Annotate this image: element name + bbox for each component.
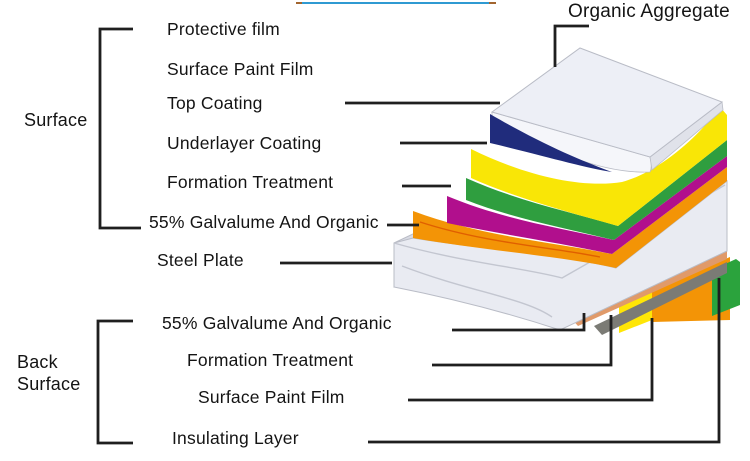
layer-galvalume-band: [413, 167, 727, 268]
layer-back-formation-strip: [594, 262, 727, 335]
layer-protective-film-top: [490, 47, 724, 158]
steel-plate-front-crease: [401, 265, 553, 318]
label-top-coating: Top Coating: [167, 93, 263, 113]
label-galvalume: 55% Galvalume And Organic: [149, 212, 379, 232]
label-formation-treatment: Formation Treatment: [167, 172, 334, 192]
label-insulating-layer: Insulating Layer: [172, 428, 299, 448]
callout-insulating-layer: [368, 278, 721, 444]
steel-plate-top-crease: [393, 184, 726, 279]
callout-back-galvalume: [452, 313, 586, 332]
layer-underlayer-coating-band: [466, 140, 727, 240]
surface-group-label: Surface: [24, 110, 88, 130]
label-back-formation-treatment: Formation Treatment: [187, 350, 354, 370]
label-back-surface-paint-film: Surface Paint Film: [198, 387, 345, 407]
galvalume-crease: [419, 221, 601, 258]
label-back-galvalume: 55% Galvalume And Organic: [162, 313, 392, 333]
label-steel-plate: Steel Plate: [157, 250, 244, 270]
label-surface-paint-film: Surface Paint Film: [167, 59, 314, 79]
organic-aggregate-bracket: [553, 24, 589, 67]
layer-surface-paint-film-band: [490, 114, 612, 172]
label-organic-aggregate: Organic Aggregate: [568, 1, 730, 22]
back-surface-group-label: Back Surface: [17, 352, 81, 394]
surface-group-bracket: [98, 27, 141, 230]
layer-top-coating-band: [471, 107, 727, 226]
back-surface-group-bracket: [96, 319, 133, 445]
callout-back-formation: [432, 315, 613, 367]
label-underlayer-coating: Underlayer Coating: [167, 133, 322, 153]
layer-formation-treatment-band: [447, 156, 727, 254]
callout-back-paint-film: [408, 318, 654, 402]
label-protective-film: Protective film: [167, 19, 280, 39]
callout-lines: [96, 24, 721, 445]
